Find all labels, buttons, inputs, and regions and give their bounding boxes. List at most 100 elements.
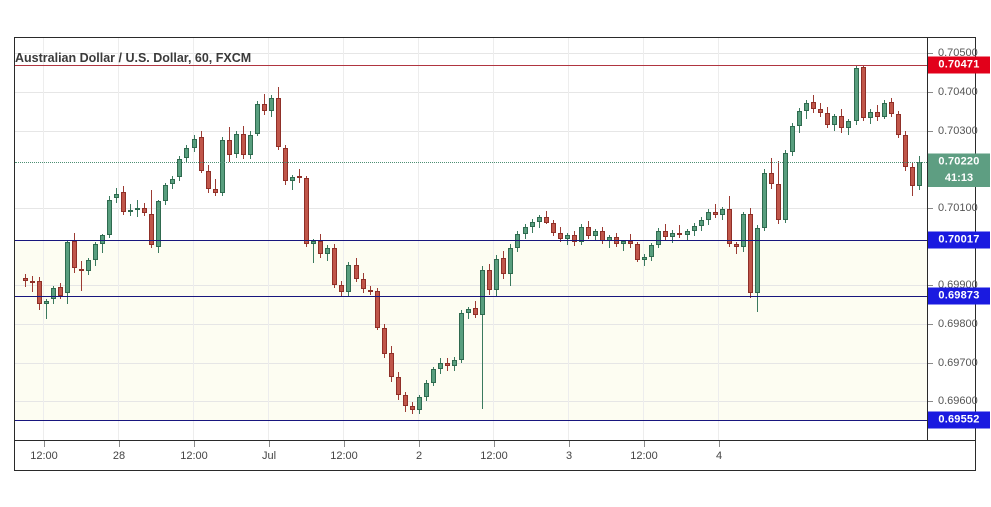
time-axis-label: 4 xyxy=(715,450,723,462)
price-tag-last-price[interactable]: 0.70220 xyxy=(928,153,990,171)
candle-wick xyxy=(623,239,624,252)
candle-body xyxy=(903,134,908,168)
candle-body xyxy=(875,112,880,117)
candle-body xyxy=(586,227,591,236)
time-axis-tick xyxy=(569,441,570,447)
chart-plot-area[interactable] xyxy=(15,38,927,440)
vertical-gridline xyxy=(493,38,494,440)
candle-body xyxy=(889,102,894,114)
candle-wick xyxy=(567,232,568,246)
candle-body xyxy=(142,208,147,214)
time-axis-tick xyxy=(44,441,45,447)
candle-body xyxy=(318,241,323,255)
candle-body xyxy=(692,225,697,232)
horizontal-gridline xyxy=(15,208,927,209)
price-level-line-support-3[interactable] xyxy=(15,420,927,421)
vertical-gridline xyxy=(643,38,644,440)
price-axis-tick xyxy=(928,363,933,364)
price-level-line-support-1[interactable] xyxy=(15,240,927,241)
price-tag-support-2[interactable]: 0.69873 xyxy=(928,287,990,305)
candle-body xyxy=(51,288,56,300)
candle-body xyxy=(762,173,767,229)
horizontal-gridline xyxy=(15,324,927,325)
candle-body xyxy=(290,177,295,181)
candle-body xyxy=(114,194,119,199)
candle-wick xyxy=(264,93,265,116)
price-axis-label: 0.69600 xyxy=(938,395,978,408)
horizontal-gridline xyxy=(15,285,927,286)
candle-body xyxy=(86,259,91,272)
candle-body xyxy=(508,248,513,274)
candle-body xyxy=(72,241,77,268)
candle-body xyxy=(332,247,337,286)
candle-body xyxy=(269,98,274,111)
candle-wick xyxy=(736,242,737,254)
vertical-gridline xyxy=(343,38,344,440)
horizontal-gridline xyxy=(15,363,927,364)
candle-body xyxy=(375,290,380,328)
candle-body xyxy=(44,300,49,304)
time-axis-label: 12:00 xyxy=(180,450,208,462)
candle-body xyxy=(720,208,725,216)
candle-body xyxy=(79,269,84,272)
price-tag-high-level[interactable]: 0.70471 xyxy=(928,56,990,74)
candle-body xyxy=(544,217,549,223)
candle-body xyxy=(713,211,718,216)
price-level-line-last-price[interactable] xyxy=(15,162,927,163)
candle-body xyxy=(734,244,739,247)
candle-body xyxy=(593,231,598,236)
price-axis-label: 0.69700 xyxy=(938,356,978,369)
candle-body xyxy=(23,278,28,281)
candle-body xyxy=(635,244,640,260)
candle-body xyxy=(818,109,823,113)
candle-body xyxy=(163,184,168,202)
candle-body xyxy=(361,279,366,290)
candle-wick xyxy=(679,225,680,239)
time-axis-label: 12:00 xyxy=(630,450,658,462)
candle-body xyxy=(192,138,197,148)
price-tag-support-1[interactable]: 0.70017 xyxy=(928,231,990,249)
price-tag-support-3[interactable]: 0.69552 xyxy=(928,411,990,429)
candle-body xyxy=(121,191,126,212)
time-axis-label: Jul xyxy=(261,450,277,462)
candle-body xyxy=(487,269,492,291)
candle-wick xyxy=(32,276,33,292)
candle-body xyxy=(107,199,112,236)
candle-body xyxy=(170,178,175,185)
time-axis-label: 28 xyxy=(112,450,126,462)
price-axis-tick xyxy=(928,208,933,209)
candle-body xyxy=(551,222,556,233)
candle-body xyxy=(396,376,401,396)
price-axis[interactable]: 0.70500 0.70400 0.70300 0.70100 0.69900 0.698… xyxy=(928,38,990,440)
price-axis-tick xyxy=(928,324,933,325)
price-level-line-high-level[interactable] xyxy=(15,65,927,66)
candle-body xyxy=(339,285,344,293)
candle-wick xyxy=(46,298,47,320)
candle-body xyxy=(255,104,260,134)
candle-body xyxy=(727,208,732,245)
candle-body xyxy=(854,68,859,122)
time-axis[interactable]: 12:00 28 12:00 Jul 12:00 2 12:00 3 12:00 4 xyxy=(14,441,976,471)
candle-body xyxy=(368,290,373,293)
candle-body xyxy=(501,258,506,274)
vertical-gridline xyxy=(418,38,419,440)
candle-wick xyxy=(468,307,469,320)
candle-body xyxy=(558,232,563,239)
candle-body xyxy=(58,286,63,297)
candle-wick xyxy=(313,239,314,263)
candle-body xyxy=(65,242,70,294)
price-level-line-support-2[interactable] xyxy=(15,296,927,297)
candle-body xyxy=(234,133,239,154)
candle-body xyxy=(156,201,161,247)
candle-body xyxy=(149,214,154,246)
price-axis-tick xyxy=(928,53,933,54)
candle-body xyxy=(262,104,267,111)
time-axis-tick xyxy=(644,441,645,447)
candle-body xyxy=(30,280,35,283)
time-axis-label: 12:00 xyxy=(30,450,58,462)
candle-body xyxy=(741,214,746,247)
price-axis-separator xyxy=(927,37,928,441)
candle-body xyxy=(868,112,873,118)
candle-body xyxy=(431,368,436,383)
candle-body xyxy=(804,102,809,111)
